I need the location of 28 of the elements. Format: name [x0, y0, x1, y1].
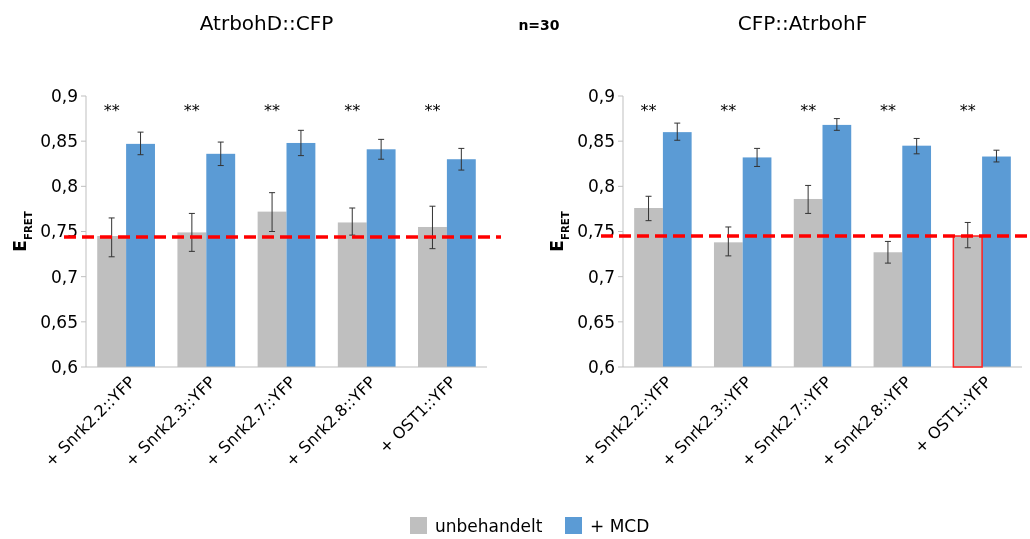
legend-label: + MCD	[590, 515, 650, 536]
y-tick-label: 0,65	[577, 311, 615, 332]
y-tick-label: 0,7	[50, 266, 78, 287]
y-tick-label: 0,85	[40, 131, 78, 152]
chart-title: AtrbohD::CFP	[199, 11, 334, 35]
y-tick-label: 0,8	[50, 176, 78, 197]
annotation: **	[800, 100, 817, 120]
y-tick-label: 0,7	[587, 266, 615, 287]
chart-title: CFP::AtrbohF	[737, 11, 868, 35]
y-tick-label: 0,85	[577, 131, 615, 152]
y-tick-label: 0,8	[587, 176, 615, 197]
annotation: **	[720, 100, 737, 120]
text: n=30	[518, 17, 560, 33]
annotation: **	[959, 100, 976, 120]
annotation: **	[424, 100, 441, 120]
legend-label: unbehandelt	[435, 515, 543, 536]
annotation: **	[640, 100, 657, 120]
annotation: **	[264, 100, 281, 120]
y-tick-label: 0,65	[40, 311, 78, 332]
annotation: **	[103, 100, 120, 120]
y-tick-label: 0,9	[587, 85, 615, 106]
y-tick-label: 0,6	[587, 356, 615, 377]
annotation: **	[879, 100, 896, 120]
y-tick-label: 0,9	[50, 85, 78, 106]
annotation: **	[344, 100, 361, 120]
y-tick-label: 0,75	[40, 221, 78, 242]
y-tick-label: 0,6	[50, 356, 78, 377]
annotation: **	[183, 100, 200, 120]
